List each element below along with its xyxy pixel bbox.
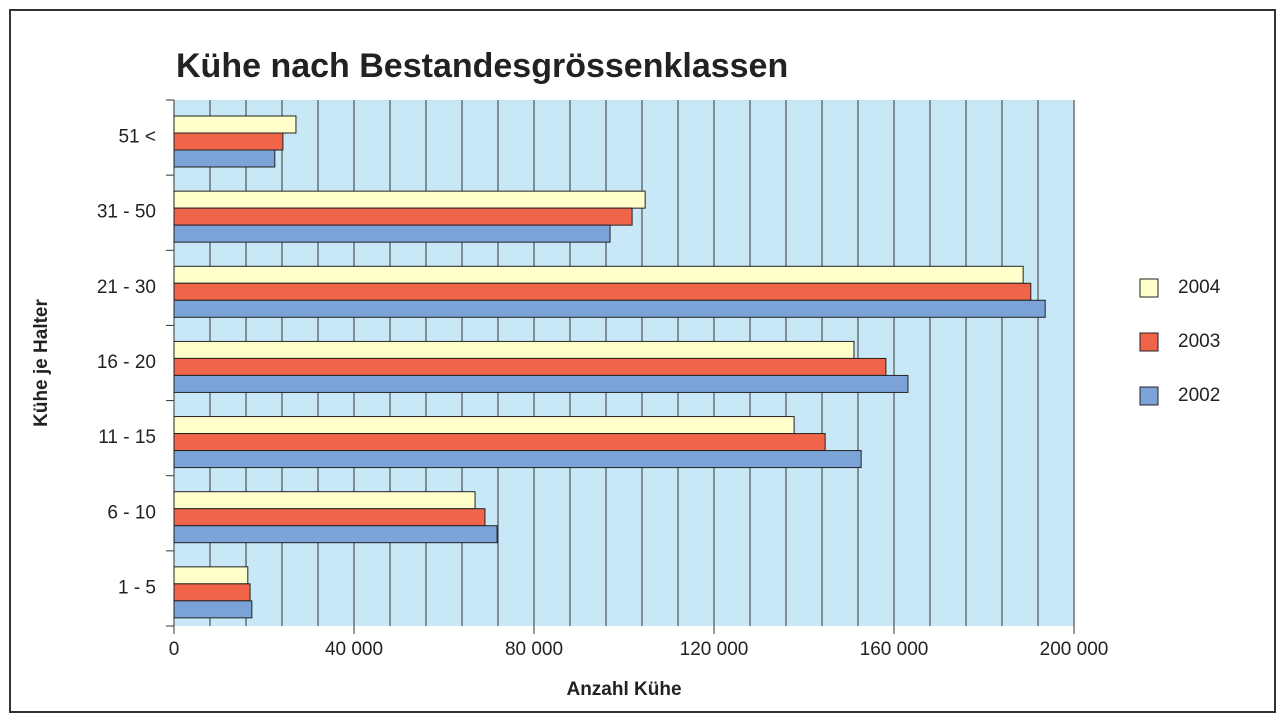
bar (173, 374, 909, 393)
bar (173, 282, 1032, 301)
bar (173, 149, 276, 168)
x-tick-label: 200 000 (1040, 639, 1109, 660)
legend-label: 2003 (1178, 331, 1220, 352)
y-axis-label: Kühe je Halter (31, 299, 52, 427)
bar (173, 583, 251, 602)
x-axis-label: Anzahl Kühe (566, 679, 681, 700)
x-tick-label: 120 000 (680, 639, 749, 660)
bar (173, 357, 887, 376)
y-tick-label: 16 - 20 (97, 352, 156, 373)
bar (173, 508, 486, 527)
bar (173, 207, 633, 226)
chart-title: Kühe nach Bestandesgrössenklassen (176, 47, 788, 85)
y-tick-label: 31 - 50 (97, 202, 156, 223)
bar (173, 566, 249, 585)
legend-swatch (1139, 278, 1159, 298)
bar (173, 190, 646, 209)
y-tick-label: 6 - 10 (107, 502, 156, 523)
bar (173, 299, 1046, 318)
bar (173, 115, 297, 134)
x-tick-label: 160 000 (860, 639, 929, 660)
y-tick-label: 11 - 15 (98, 427, 156, 448)
bar (173, 132, 284, 151)
legend-swatch (1139, 386, 1159, 406)
y-tick-label: 51 < (118, 127, 156, 148)
y-tick-label: 1 - 5 (118, 577, 156, 598)
y-tick-label: 21 - 30 (97, 277, 156, 298)
x-tick-label: 40 000 (325, 639, 383, 660)
bar (173, 265, 1024, 284)
bar (173, 433, 826, 452)
bar (173, 491, 476, 510)
legend-swatch (1139, 332, 1159, 352)
legend-label: 2004 (1178, 277, 1221, 298)
legend-label: 2002 (1178, 385, 1220, 406)
x-tick-label: 0 (169, 639, 180, 660)
bar (173, 340, 855, 359)
x-tick-label: 80 000 (505, 639, 563, 660)
bar (173, 224, 611, 243)
bar (173, 600, 253, 619)
bar (173, 450, 862, 469)
bar (173, 416, 795, 435)
bar (173, 525, 498, 544)
